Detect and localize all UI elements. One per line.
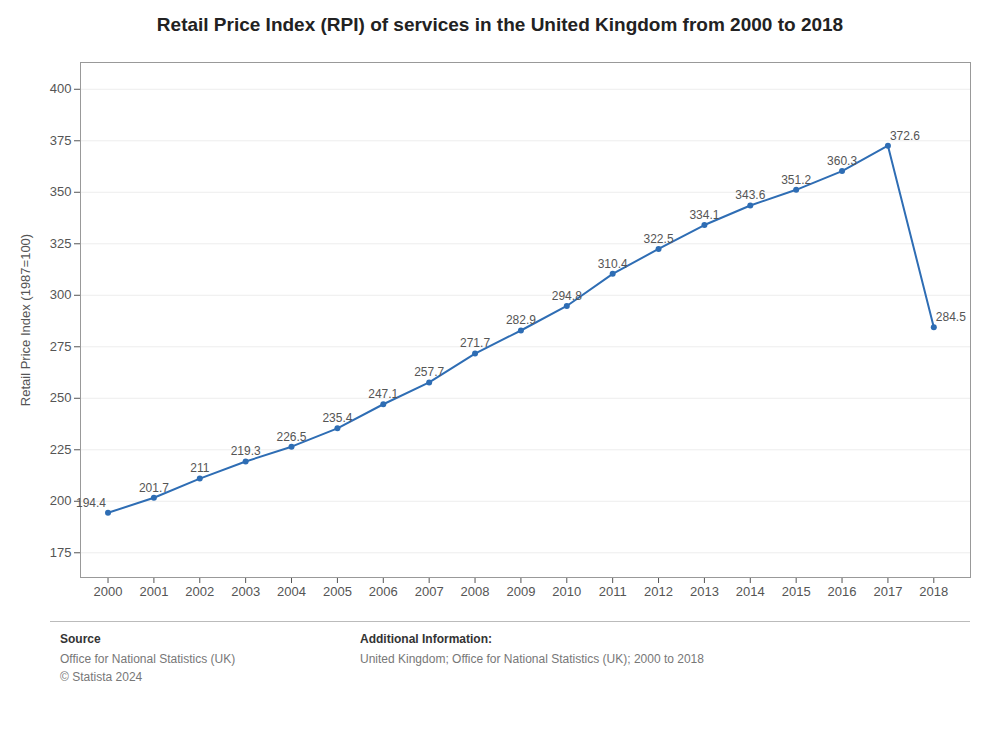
svg-text:2007: 2007	[415, 584, 444, 599]
svg-text:2016: 2016	[828, 584, 857, 599]
svg-text:2017: 2017	[873, 584, 902, 599]
svg-text:2013: 2013	[690, 584, 719, 599]
svg-text:372.6: 372.6	[890, 129, 920, 143]
svg-text:200: 200	[50, 493, 72, 508]
html-text:© Statista 2024: © Statista 2024	[60, 670, 143, 684]
svg-text:225: 225	[50, 442, 72, 457]
svg-text:343.6: 343.6	[735, 188, 765, 202]
svg-text:2006: 2006	[369, 584, 398, 599]
svg-text:360.3: 360.3	[827, 154, 857, 168]
svg-text:201.7: 201.7	[139, 481, 169, 495]
svg-text:2018: 2018	[919, 584, 948, 599]
svg-text:310.4: 310.4	[598, 257, 628, 271]
svg-text:284.5: 284.5	[936, 310, 966, 324]
svg-text:334.1: 334.1	[689, 208, 719, 222]
svg-text:2001: 2001	[139, 584, 168, 599]
html-text:Additional Information:: Additional Information:	[360, 632, 492, 646]
svg-text:294.8: 294.8	[552, 289, 582, 303]
svg-text:271.7: 271.7	[460, 336, 490, 350]
svg-text:250: 250	[50, 390, 72, 405]
svg-text:2015: 2015	[782, 584, 811, 599]
svg-text:2010: 2010	[552, 584, 581, 599]
svg-text:219.3: 219.3	[231, 444, 261, 458]
svg-text:2008: 2008	[461, 584, 490, 599]
svg-text:Retail Price Index (1987=100): Retail Price Index (1987=100)	[18, 234, 33, 406]
html-text:Office for National Statistics: Office for National Statistics (UK)	[60, 652, 236, 666]
svg-text:2012: 2012	[644, 584, 673, 599]
svg-text:247.1: 247.1	[368, 387, 398, 401]
svg-text:400: 400	[50, 81, 72, 96]
html-text:United Kingdom; Office for Nat: United Kingdom; Office for National Stat…	[360, 652, 704, 666]
svg-text:322.5: 322.5	[644, 232, 674, 246]
svg-text:350: 350	[50, 184, 72, 199]
svg-text:282.9: 282.9	[506, 313, 536, 327]
html-text:Source: Source	[60, 632, 101, 646]
svg-text:235.4: 235.4	[322, 411, 352, 425]
svg-text:257.7: 257.7	[414, 365, 444, 379]
svg-text:2000: 2000	[94, 584, 123, 599]
html-text:Retail Price Index (RPI) of se: Retail Price Index (RPI) of services in …	[156, 14, 844, 35]
svg-text:211: 211	[190, 461, 209, 475]
svg-text:2003: 2003	[231, 584, 260, 599]
svg-text:2011: 2011	[599, 584, 627, 599]
svg-text:351.2: 351.2	[781, 173, 811, 187]
svg-text:2005: 2005	[323, 584, 352, 599]
svg-text:325: 325	[50, 236, 72, 251]
svg-text:2002: 2002	[185, 584, 214, 599]
svg-text:2009: 2009	[506, 584, 535, 599]
svg-text:194.4: 194.4	[76, 496, 106, 510]
svg-text:375: 375	[50, 133, 72, 148]
svg-text:175: 175	[50, 545, 72, 560]
svg-text:300: 300	[50, 287, 72, 302]
svg-text:2004: 2004	[277, 584, 306, 599]
svg-text:2014: 2014	[736, 584, 765, 599]
svg-text:226.5: 226.5	[277, 430, 307, 444]
svg-text:275: 275	[50, 339, 72, 354]
